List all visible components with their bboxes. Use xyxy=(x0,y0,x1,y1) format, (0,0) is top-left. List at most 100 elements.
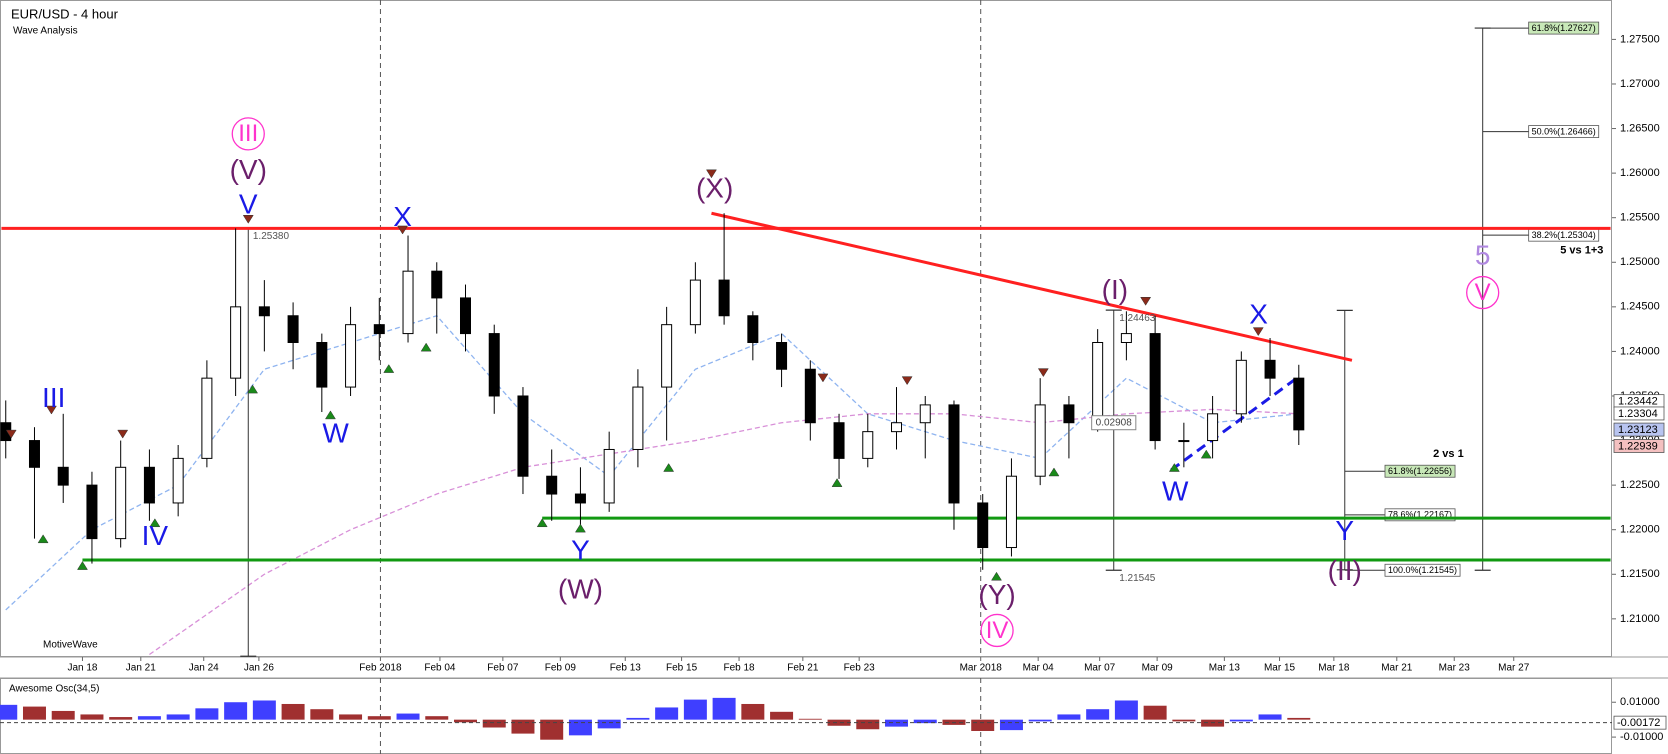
oscillator-bar xyxy=(683,699,707,720)
oscillator-bar xyxy=(339,714,363,720)
oscillator-bar xyxy=(626,717,650,720)
oscillator-bar xyxy=(1086,709,1110,720)
fib-label: 78.6%(1.22167) xyxy=(1388,510,1452,520)
osc-current-box xyxy=(1613,715,1667,730)
pivot-high xyxy=(817,373,829,383)
fib-label: 38.2%(1.25304) xyxy=(1532,230,1596,240)
x-tick-label: Feb 21 xyxy=(787,663,819,674)
x-tick-label: Jan 24 xyxy=(189,663,219,674)
x-tick-label: Mar 09 xyxy=(1142,663,1174,674)
x-tick-label: Feb 18 xyxy=(723,663,755,674)
pivot-low xyxy=(383,364,395,373)
x-tick-label: Feb 13 xyxy=(610,663,642,674)
pivot-low xyxy=(1048,467,1060,477)
wave-label: (I) xyxy=(1102,274,1128,305)
wave-label: III xyxy=(42,382,65,413)
oscillator-bar xyxy=(770,711,794,720)
oscillator-bar xyxy=(224,702,248,720)
x-tick-label: Jan 18 xyxy=(67,663,97,674)
oscillator-bar xyxy=(1258,714,1282,720)
candle-body xyxy=(1120,333,1132,343)
x-tick-label: Mar 07 xyxy=(1084,663,1116,674)
price-marker-box xyxy=(1613,422,1665,437)
oscillator-title: Awesome Osc(34,5) xyxy=(9,684,99,695)
candle-body xyxy=(833,422,845,459)
price-marker-label: 1.23123 xyxy=(1618,424,1658,436)
wave-label: 5 xyxy=(1475,239,1491,270)
fib-label-box xyxy=(1528,21,1600,35)
text-note: 2 vs 1 xyxy=(1433,448,1464,460)
oscillator-bar xyxy=(482,719,506,728)
x-tick-label: Mar 04 xyxy=(1023,663,1055,674)
oscillator-bar xyxy=(166,714,190,720)
fib-label-box xyxy=(1384,464,1456,478)
wave-label: Y xyxy=(571,534,590,565)
price-note: 1.21545 xyxy=(1119,573,1156,584)
x-tick-label: Mar 18 xyxy=(1318,663,1350,674)
candle-body xyxy=(1178,440,1190,443)
x-tick-label: Mar 27 xyxy=(1498,663,1530,674)
x-tick-label: Mar 2018 xyxy=(960,663,1003,674)
oscillator-bar xyxy=(454,719,477,723)
oscillator-bar xyxy=(80,714,104,720)
oscillator-bar xyxy=(195,708,219,720)
y-tick-label: 1.25500 xyxy=(1620,212,1660,224)
candle-body xyxy=(1207,413,1219,442)
y-tick-label: 1.21500 xyxy=(1620,568,1660,580)
osc-y-tick-label: -0.01000 xyxy=(1620,731,1663,743)
candle-body xyxy=(316,341,328,388)
pivot-high xyxy=(242,215,254,224)
pivot-low xyxy=(77,561,88,570)
fib-label: 100.0%(1.21545) xyxy=(1388,565,1457,575)
oscillator-bar xyxy=(1028,719,1052,722)
wave-label: W xyxy=(1162,476,1189,507)
oscillator-bar xyxy=(712,697,736,720)
candle-body xyxy=(747,315,759,343)
candle-body xyxy=(1264,359,1276,379)
x-tick-label: Feb 15 xyxy=(666,663,698,674)
wave-label-circle xyxy=(980,613,1014,648)
candle-body xyxy=(776,341,788,370)
oscillator-bar xyxy=(1057,714,1081,720)
fib-label-box xyxy=(1528,125,1600,138)
oscillator-bar xyxy=(1172,719,1196,722)
candle-body xyxy=(1063,404,1075,424)
candle-body xyxy=(804,368,816,424)
pivot-high xyxy=(117,429,129,439)
candle-body xyxy=(661,324,673,388)
oscillator-bar xyxy=(741,703,765,720)
oscillator-bar xyxy=(1229,719,1253,722)
oscillator-bar xyxy=(367,716,391,720)
candle-body xyxy=(574,493,586,504)
fib-label-box xyxy=(1384,563,1461,577)
oscillator-bar xyxy=(396,713,420,720)
wave-label: (Y) xyxy=(978,579,1015,610)
oscillator-bar xyxy=(281,703,305,720)
y-tick-label: 1.27500 xyxy=(1620,33,1660,45)
oscillator-bar xyxy=(999,719,1023,731)
x-tick-label: Mar 23 xyxy=(1439,663,1471,674)
candle-body xyxy=(1092,341,1104,424)
fib-label: 61.8%(1.27627) xyxy=(1532,23,1596,33)
x-tick-label: Jan 26 xyxy=(244,663,274,674)
oscillator-bar xyxy=(310,709,334,720)
wave-label: W xyxy=(322,418,349,449)
pivot-high xyxy=(901,376,913,386)
candle-body xyxy=(28,440,40,468)
footer: MotiveWave xyxy=(43,640,98,651)
wave-label: V xyxy=(239,189,258,220)
pivot-high xyxy=(397,225,409,235)
price-marker-label: 1.23304 xyxy=(1618,408,1658,420)
pivot-low xyxy=(536,518,548,528)
candle-body xyxy=(546,475,558,495)
y-tick-label: 1.22000 xyxy=(1620,524,1660,536)
oscillator-bar xyxy=(597,719,621,729)
oscillator-bar xyxy=(425,716,449,720)
candle-body xyxy=(201,377,213,459)
candle-body xyxy=(230,306,242,379)
x-tick-label: Feb 23 xyxy=(844,663,876,674)
pivot-low xyxy=(991,571,1002,581)
candle-body xyxy=(948,404,960,504)
